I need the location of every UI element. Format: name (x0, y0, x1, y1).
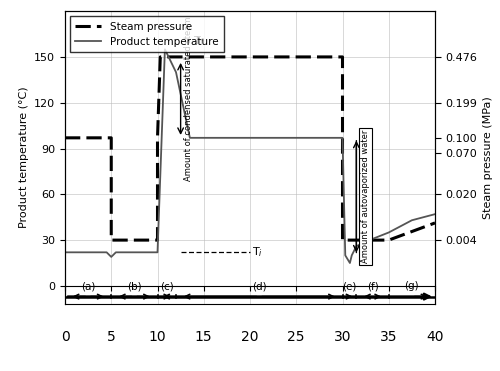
Steam pressure (340, 238, 345, 242)
Steam pressure (108, 136, 114, 140)
Line: Product temperature: Product temperature (65, 49, 435, 263)
Steam pressure (154, 238, 160, 242)
Product temperature (108, 255, 114, 259)
Text: (g): (g) (404, 281, 419, 291)
Product temperature (113, 250, 119, 255)
Steam pressure (340, 55, 345, 59)
Text: T$_f$: T$_f$ (192, 34, 205, 48)
Product temperature (154, 250, 160, 255)
Text: Amount of condensed saturated steam: Amount of condensed saturated steam (184, 17, 194, 181)
Product temperature (173, 70, 179, 75)
Product temperature (349, 253, 355, 257)
Product temperature (409, 218, 415, 223)
Product temperature (354, 244, 360, 249)
Steam pressure (432, 221, 438, 225)
Product temperature (386, 230, 392, 235)
Text: T$_i$: T$_i$ (252, 246, 263, 259)
Text: (b): (b) (127, 281, 142, 291)
Text: (e): (e) (342, 281, 356, 291)
Text: (f): (f) (366, 281, 378, 291)
Text: Amount of autovaporized water: Amount of autovaporized water (361, 130, 370, 263)
Legend: Steam pressure, Product temperature: Steam pressure, Product temperature (70, 16, 224, 52)
Product temperature (347, 261, 353, 265)
Steam pressure (108, 238, 114, 242)
Steam pressure (154, 136, 160, 140)
Steam pressure (386, 238, 392, 242)
Product temperature (340, 136, 345, 140)
Text: (c): (c) (160, 281, 173, 291)
Product temperature (187, 136, 193, 140)
Product temperature (342, 253, 348, 257)
Product temperature (62, 250, 68, 255)
Y-axis label: Product temperature (°C): Product temperature (°C) (18, 87, 28, 229)
Product temperature (432, 212, 438, 216)
Product temperature (362, 239, 368, 244)
Product temperature (162, 47, 168, 52)
Steam pressure (158, 55, 164, 59)
Y-axis label: Steam pressure (MPa): Steam pressure (MPa) (483, 96, 493, 219)
Line: Steam pressure: Steam pressure (65, 57, 435, 240)
Steam pressure (62, 136, 68, 140)
Text: (a): (a) (81, 281, 96, 291)
Product temperature (104, 250, 110, 255)
Text: (d): (d) (252, 281, 266, 291)
